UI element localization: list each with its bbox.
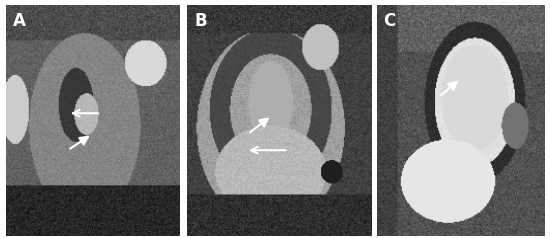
Text: A: A (13, 12, 25, 30)
Text: C: C (383, 12, 395, 30)
Text: B: B (194, 12, 207, 30)
